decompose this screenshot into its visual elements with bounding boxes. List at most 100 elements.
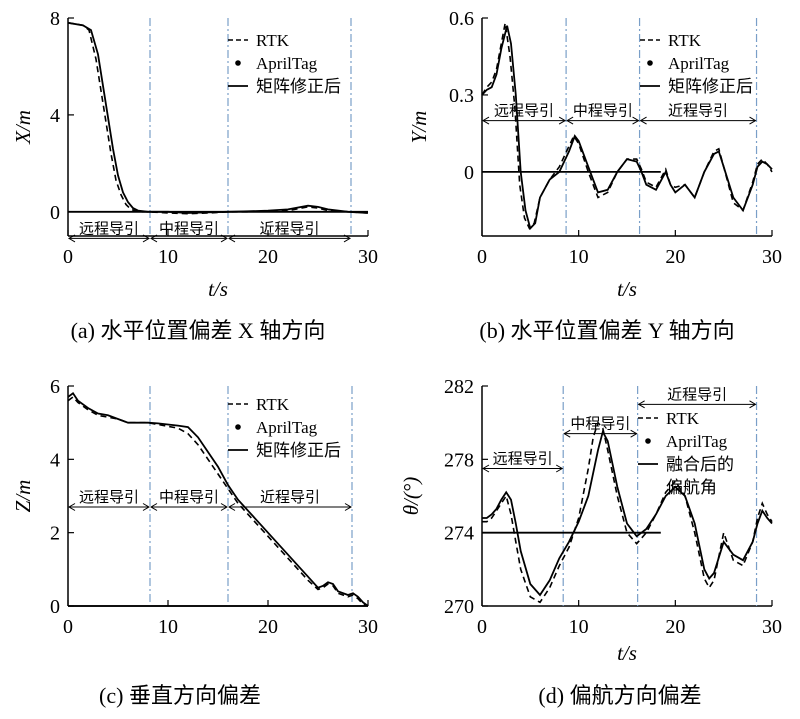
y-axis-label: X/m	[11, 110, 35, 145]
y-tick-label: 6	[50, 376, 60, 398]
phase-label: 远程导引	[79, 220, 139, 237]
phase-arrow-left	[228, 234, 236, 243]
series-line-rtk	[67, 22, 369, 215]
x-tick-label: 20	[665, 616, 685, 638]
series-line-rtk	[481, 22, 773, 230]
legend-entry-label: 偏航角	[666, 478, 717, 497]
y-axis-label: Z/m	[11, 480, 35, 513]
y-tick-label: 0.3	[449, 85, 474, 107]
phase-arrow-left	[150, 503, 158, 511]
phase-label: 远程导引	[494, 103, 554, 120]
y-tick-label: 4	[50, 105, 60, 127]
y-tick-label: 2	[50, 523, 60, 545]
phase-arrow-left	[482, 464, 490, 473]
chart-panel-a: 0 10 20 30 0 4 8 t/s X/m 远程导引 中程导引 近程导引 RTK AprilTag 矩…	[11, 8, 378, 343]
phase-label: 远程导引	[493, 451, 553, 468]
legend-swatch-dot	[645, 438, 651, 444]
chart-caption: (a) 水平位置偏差 X 轴方向	[71, 318, 326, 343]
legend-entry-label: AprilTag	[666, 432, 728, 451]
y-tick-label: 4	[50, 449, 60, 471]
series-line-corrected	[67, 392, 369, 607]
phase-arrow-left	[68, 503, 76, 511]
x-tick-label: 20	[665, 246, 685, 268]
y-tick-label: 8	[50, 8, 60, 30]
y-axis-label: θ/(°)	[399, 477, 423, 516]
phase-arrow-right	[343, 234, 351, 243]
phase-arrow-left	[563, 429, 571, 438]
chart-caption: (b) 水平位置偏差 Y 轴方向	[479, 318, 734, 343]
phase-arrow-left	[639, 116, 647, 125]
phase-label: 中程导引	[159, 489, 219, 506]
legend-entry-label: RTK	[256, 395, 290, 414]
phase-arrow-right	[220, 234, 228, 243]
legend-entry-label: RTK	[668, 31, 702, 50]
x-tick-label: 30	[358, 616, 378, 638]
x-tick-label: 30	[762, 246, 782, 268]
phase-arrow-right	[344, 503, 352, 511]
chart-panel-d: 0 10 20 30 270 274 278 282 t/s θ/(°) 远程导引 中程导引 近程导引 R…	[399, 376, 782, 708]
phase-arrow-left	[228, 503, 236, 511]
x-tick-label: 20	[258, 616, 278, 638]
x-tick-label: 30	[358, 246, 378, 268]
phase-label: 近程导引	[260, 489, 320, 506]
x-tick-label: 10	[569, 616, 589, 638]
phase-label: 中程导引	[573, 103, 633, 120]
legend-entry-label: AprilTag	[256, 54, 318, 73]
legend-swatch-dot	[647, 60, 653, 66]
phase-arrow-right	[749, 116, 757, 125]
phase-arrow-left	[150, 234, 158, 243]
legend-entry-label: 矩阵修正后	[668, 77, 753, 96]
phase-label: 近程导引	[259, 220, 319, 237]
phase-arrow-right	[749, 400, 757, 409]
legend-entry-label: AprilTag	[256, 418, 318, 437]
phase-label: 近程导引	[667, 386, 727, 403]
phase-arrow-right	[630, 429, 638, 438]
legend-entry-label: 融合后的	[666, 455, 734, 474]
x-tick-label: 0	[63, 246, 73, 268]
phase-label: 中程导引	[570, 416, 630, 433]
chart-panel-b: 0 10 20 30 0 0.3 0.6 t/s Y/m 远程导引 中程导引 近程导引 RTK April…	[407, 8, 782, 343]
x-axis-label: t/s	[617, 277, 637, 301]
phase-arrow-left	[68, 234, 76, 243]
legend-entry-label: RTK	[256, 31, 290, 50]
x-tick-label: 10	[158, 616, 178, 638]
y-tick-label: 0	[50, 596, 60, 618]
y-tick-label: 270	[444, 596, 474, 618]
x-tick-label: 30	[762, 616, 782, 638]
legend-entry-label: AprilTag	[668, 54, 730, 73]
phase-arrow-left	[566, 116, 574, 125]
phase-label: 远程导引	[79, 489, 139, 506]
chart-panel-c: 0 10 20 30 0 2 4 6 Z/m 远程导引 中程导引 近程导引 RTK AprilTag 矩阵修…	[11, 376, 378, 708]
phase-label: 近程导引	[668, 103, 728, 120]
x-tick-label: 10	[158, 246, 178, 268]
y-tick-label: 278	[444, 449, 474, 471]
series-line-corrected	[67, 21, 369, 214]
x-tick-label: 0	[63, 616, 73, 638]
phase-label: 中程导引	[159, 220, 219, 237]
chart-caption: (c) 垂直方向偏差	[99, 683, 261, 708]
x-axis-label: t/s	[208, 277, 228, 301]
phase-arrow-right	[142, 234, 150, 243]
legend-entry-label: RTK	[666, 409, 700, 428]
y-tick-label: 274	[444, 523, 474, 545]
x-tick-label: 10	[569, 246, 589, 268]
x-tick-label: 0	[477, 246, 487, 268]
chart-caption: (d) 偏航方向偏差	[538, 683, 701, 708]
phase-arrow-right	[555, 464, 564, 473]
legend-entry-label: 矩阵修正后	[256, 441, 341, 460]
legend-entry-label: 矩阵修正后	[256, 77, 341, 96]
y-tick-label: 282	[444, 376, 474, 398]
legend-swatch-dot	[235, 60, 241, 66]
phase-arrow-left	[637, 400, 645, 409]
series-line-rtk	[482, 421, 773, 604]
y-tick-label: 0.6	[449, 8, 474, 30]
phase-arrow-right	[142, 503, 150, 511]
x-tick-label: 20	[258, 246, 278, 268]
series-line-rtk	[67, 395, 369, 607]
y-tick-label: 0	[50, 202, 60, 224]
x-axis-label: t/s	[617, 641, 637, 665]
phase-arrow-right	[632, 116, 640, 125]
y-tick-label: 0	[464, 162, 474, 184]
phase-arrow-right	[558, 116, 567, 125]
